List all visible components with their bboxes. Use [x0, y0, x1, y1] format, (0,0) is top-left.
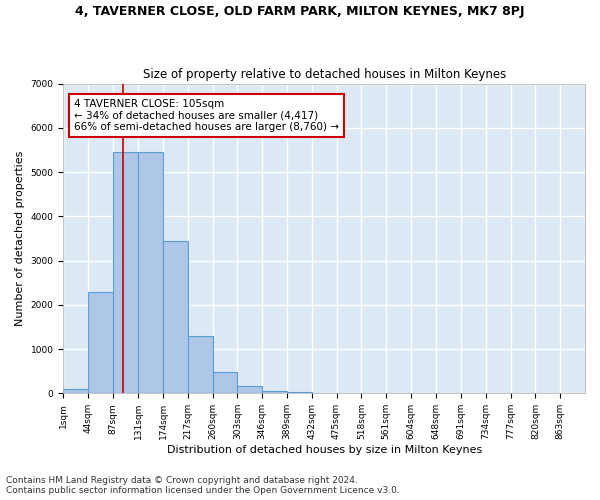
Text: Contains HM Land Registry data © Crown copyright and database right 2024.
Contai: Contains HM Land Registry data © Crown c…	[6, 476, 400, 495]
X-axis label: Distribution of detached houses by size in Milton Keynes: Distribution of detached houses by size …	[167, 445, 482, 455]
Bar	[88, 292, 113, 394]
Text: 4 TAVERNER CLOSE: 105sqm
← 34% of detached houses are smaller (4,417)
66% of sem: 4 TAVERNER CLOSE: 105sqm ← 34% of detach…	[74, 99, 339, 132]
Bar	[287, 392, 312, 394]
Y-axis label: Number of detached properties: Number of detached properties	[15, 151, 25, 326]
Bar	[262, 391, 287, 394]
Text: 4, TAVERNER CLOSE, OLD FARM PARK, MILTON KEYNES, MK7 8PJ: 4, TAVERNER CLOSE, OLD FARM PARK, MILTON…	[75, 5, 525, 18]
Bar	[188, 336, 212, 394]
Bar	[113, 152, 137, 394]
Bar	[138, 152, 163, 394]
Title: Size of property relative to detached houses in Milton Keynes: Size of property relative to detached ho…	[143, 68, 506, 81]
Bar	[238, 386, 262, 394]
Bar	[163, 240, 188, 394]
Bar	[63, 389, 88, 394]
Bar	[212, 372, 238, 394]
